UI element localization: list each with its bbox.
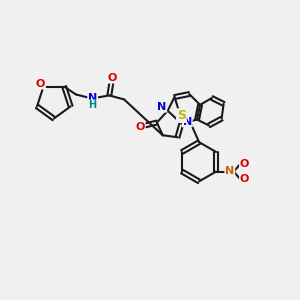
Text: N: N [225, 166, 234, 176]
Text: N: N [88, 93, 97, 103]
Text: O: O [240, 159, 249, 169]
Text: O: O [240, 174, 249, 184]
Text: O: O [36, 79, 45, 89]
Text: N: N [183, 116, 192, 127]
Text: O: O [136, 122, 145, 132]
Text: N: N [157, 102, 167, 112]
Text: O: O [108, 73, 117, 83]
Text: H: H [88, 100, 97, 110]
Text: S: S [177, 109, 186, 122]
